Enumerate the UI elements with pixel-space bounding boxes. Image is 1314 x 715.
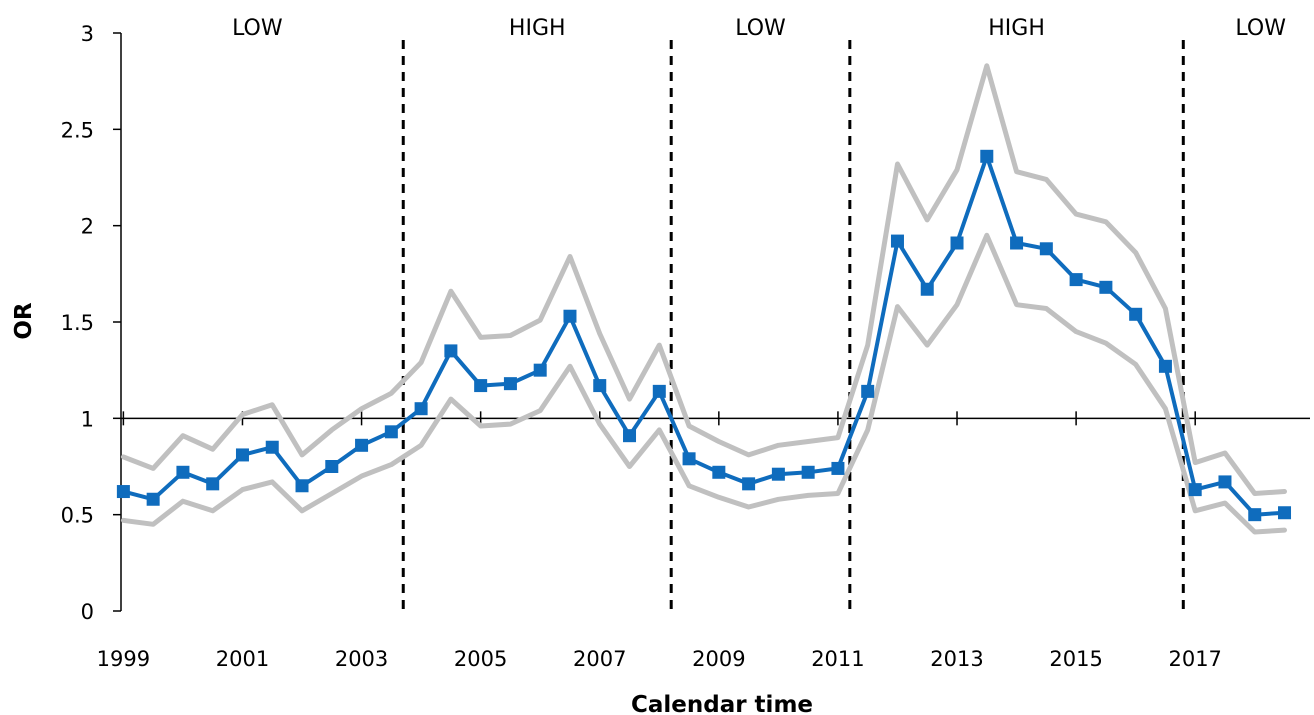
x-tick-label-9: 2017	[1168, 647, 1221, 671]
y-tick-label-0: 0	[81, 600, 94, 624]
estimate-point-30	[1010, 236, 1024, 250]
x-tick-label-8: 2015	[1049, 647, 1102, 671]
estimate-point-3	[206, 477, 220, 491]
y-tick-label-1: 0.5	[61, 504, 94, 528]
estimate-point-7	[325, 460, 339, 473]
estimate-point-27	[920, 282, 934, 296]
estimate-point-32	[1069, 273, 1083, 287]
estimate-point-36	[1188, 483, 1202, 497]
x-axis: 1999 2001 2003 2005 2007 2009 2011 2013 2015 2017	[97, 411, 1310, 671]
period-label-4: LOW	[1235, 16, 1286, 41]
estimate-point-39	[1278, 506, 1292, 520]
y-tick-label-5: 2.5	[61, 118, 94, 142]
y-axis: 0 0.5 1 1.5 2 2.5 3	[61, 22, 122, 624]
y-axis-title: OR	[11, 302, 37, 340]
estimate-point-8	[355, 438, 369, 452]
period-label-3: HIGH	[988, 16, 1045, 41]
estimate-point-2	[176, 465, 190, 479]
period-label-1: HIGH	[509, 16, 566, 41]
estimate-point-20	[712, 465, 726, 479]
estimate-point-22	[771, 467, 785, 481]
estimate-point-13	[503, 377, 517, 391]
estimate-point-26	[890, 234, 904, 248]
series-upper-line	[120, 63, 1287, 496]
series-estimate-line	[121, 154, 1287, 517]
estimate-point-34	[1129, 307, 1143, 321]
estimate-point-38	[1248, 508, 1262, 522]
estimate-point-18	[652, 384, 666, 398]
x-tick-label-6: 2011	[811, 647, 864, 671]
x-tick-label-0: 1999	[97, 647, 150, 671]
y-tick-label-4: 2	[81, 215, 94, 239]
estimate-point-16	[593, 379, 607, 393]
x-tick-label-7: 2013	[930, 647, 983, 671]
estimate-point-37	[1218, 475, 1232, 489]
x-tick-label-1: 2001	[216, 647, 269, 671]
y-tick-label-6: 3	[81, 22, 94, 46]
estimate-point-21	[742, 477, 756, 491]
estimate-point-19	[682, 452, 696, 466]
estimate-point-29	[980, 149, 994, 163]
estimate-point-31	[1039, 242, 1053, 256]
period-labels: LOW HIGH LOW HIGH LOW	[232, 16, 1286, 41]
estimate-point-24	[831, 461, 845, 475]
x-tick-label-5: 2009	[692, 647, 745, 671]
estimate-point-28	[950, 236, 964, 250]
y-tick-label-2: 1	[81, 407, 94, 431]
estimate-point-10	[414, 402, 428, 416]
x-tick-label-3: 2005	[454, 647, 507, 671]
estimate-point-4	[235, 448, 249, 462]
estimate-point-33	[1099, 280, 1113, 294]
x-tick-label-4: 2007	[573, 647, 626, 671]
period-label-2: LOW	[735, 16, 786, 41]
estimate-point-17	[623, 429, 637, 443]
estimate-point-1	[146, 492, 160, 506]
estimate-point-12	[474, 379, 488, 393]
series-lower-line	[120, 232, 1287, 535]
estimate-point-23	[801, 465, 815, 479]
estimate-point-25	[861, 384, 875, 398]
estimate-point-14	[533, 363, 547, 377]
plot-area	[116, 63, 1292, 535]
estimate-point-15	[563, 309, 577, 323]
estimate-point-35	[1158, 359, 1172, 373]
estimate-point-9	[384, 425, 398, 439]
estimate-point-5	[265, 440, 279, 454]
estimate-point-6	[295, 479, 309, 493]
y-tick-label-3: 1.5	[61, 311, 94, 335]
x-axis-title: Calendar time	[631, 692, 813, 715]
x-tick-label-2: 2003	[335, 647, 388, 671]
estimate-point-11	[444, 344, 458, 358]
period-label-0: LOW	[232, 16, 283, 41]
estimate-point-0	[116, 485, 130, 499]
